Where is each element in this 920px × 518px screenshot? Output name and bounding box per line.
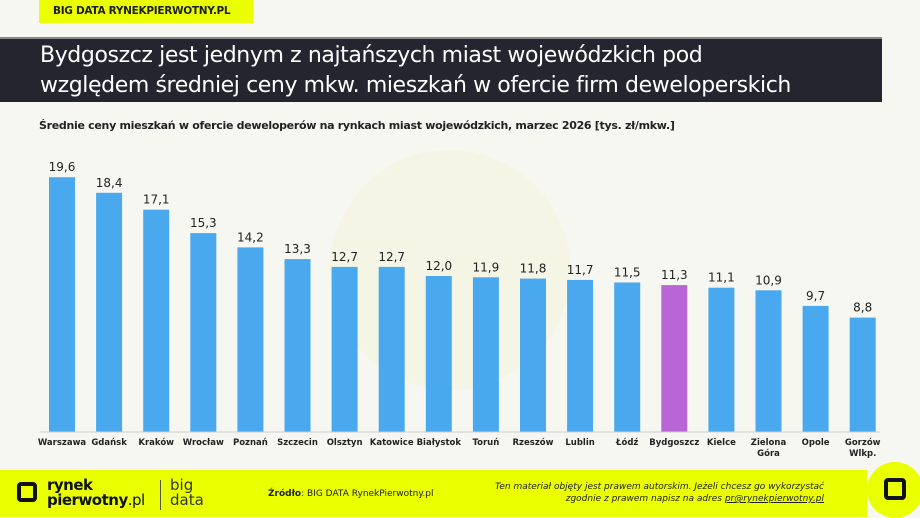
category-label: Kraków <box>138 437 174 448</box>
data-label: 8,8 <box>853 301 872 315</box>
bar-8 <box>425 276 452 432</box>
category-label: Lublin <box>565 438 594 448</box>
category-label: Bydgoszcz <box>649 438 699 448</box>
category-label: Zielona <box>751 438 787 448</box>
logo-text-1: rynek <box>47 476 93 494</box>
data-label: 17,1 <box>143 193 170 207</box>
bigdata-logo: big data <box>170 478 204 508</box>
rynekpierwotny-logo: rynek pierwotny.pl <box>47 478 145 508</box>
bar-7 <box>378 266 405 432</box>
footer-bar <box>0 470 867 517</box>
source-label: Źródło <box>268 489 302 499</box>
category-label: Kielce <box>707 438 736 448</box>
bar-15 <box>755 290 782 432</box>
bar-5 <box>284 259 311 432</box>
category-label: Rzeszów <box>513 437 554 448</box>
logo-text-2: pierwotny <box>47 491 128 509</box>
data-label: 15,3 <box>190 216 217 230</box>
note-line-2: zgodnie z prawem napisz na adres <box>565 494 725 504</box>
logo-text-pl: .pl <box>127 491 145 509</box>
data-label: 11,3 <box>661 268 688 282</box>
source-value: : BIG DATA RynekPierwotny.pl <box>301 489 434 499</box>
page-title: Bydgoszcz jest jednym z najtańszych mias… <box>40 41 791 101</box>
bar-17 <box>849 317 876 432</box>
data-label: 11,1 <box>708 271 735 285</box>
category-label: Poznań <box>233 438 268 448</box>
bar-10 <box>520 278 546 432</box>
category-label: Olsztyn <box>327 438 363 448</box>
brand-tag: BIG DATA RYNEKPIERWOTNY.PL <box>39 0 253 23</box>
category-label: Łódź <box>615 437 638 448</box>
title-banner: Bydgoszcz jest jednym z najtańszych mias… <box>0 37 882 102</box>
data-label: 12,0 <box>425 259 452 273</box>
bar-0 <box>49 177 75 432</box>
bar-3 <box>190 233 217 432</box>
bar-14 <box>708 287 735 432</box>
bar-11 <box>567 279 594 432</box>
data-label: 12,7 <box>378 250 405 264</box>
bar-2 <box>143 209 170 432</box>
title-line-2: względem średniej ceny mkw. mieszkań w o… <box>40 73 791 98</box>
data-label: 12,7 <box>331 250 358 264</box>
data-label: 13,3 <box>284 242 311 256</box>
category-label: Wrocław <box>183 438 224 448</box>
data-label: 11,7 <box>567 263 594 277</box>
logo-square-icon <box>884 478 906 500</box>
category-label: Opole <box>802 438 830 448</box>
category-label: Szczecin <box>277 438 318 448</box>
bar-1 <box>96 192 123 432</box>
bar-4 <box>237 247 264 432</box>
category-label: Gorzów <box>845 437 881 448</box>
data-label: 11,8 <box>520 262 547 276</box>
logo-divider <box>160 480 161 510</box>
data-label: 9,7 <box>806 289 825 303</box>
logo-data: data <box>170 491 204 509</box>
copyright-note: Ten materiał objęty jest prawem autorski… <box>495 481 824 505</box>
data-label: 11,5 <box>614 266 641 280</box>
bar-9 <box>472 277 499 432</box>
bar-6 <box>331 266 358 432</box>
title-line-1: Bydgoszcz jest jednym z najtańszych mias… <box>40 43 703 68</box>
category-label: Wlkp. <box>849 449 876 459</box>
data-label: 14,2 <box>237 230 264 244</box>
note-line-1: Ten materiał objęty jest prawem autorski… <box>494 482 824 492</box>
category-label: Białystok <box>417 438 462 448</box>
category-label: Góra <box>757 448 780 459</box>
category-label: Toruń <box>472 438 499 448</box>
bar-16 <box>802 305 829 432</box>
bar-chart: 19,6 Warszawa 18,4 Gdańsk 17,1 Kraków 15,3 Wroc… <box>38 160 881 459</box>
category-label: Katowice <box>370 438 414 448</box>
chart-title: Średnie ceny mieszkań w ofercie dewelope… <box>39 119 675 132</box>
contact-email-link[interactable]: pr@rynekpierwotny.pl <box>724 494 824 504</box>
source-note: Źródło: BIG DATA RynekPierwotny.pl <box>268 489 433 499</box>
category-label: Warszawa <box>38 438 87 448</box>
bar-13 <box>661 285 688 432</box>
data-label: 11,9 <box>473 260 500 274</box>
bar-12 <box>614 282 641 432</box>
logo-square-icon <box>17 482 37 502</box>
corner-badge <box>867 462 920 518</box>
data-label: 19,6 <box>49 160 76 174</box>
data-label: 18,4 <box>96 176 123 190</box>
category-label: Gdańsk <box>91 438 127 448</box>
data-label: 10,9 <box>755 273 782 287</box>
logo-big: big <box>170 476 194 494</box>
